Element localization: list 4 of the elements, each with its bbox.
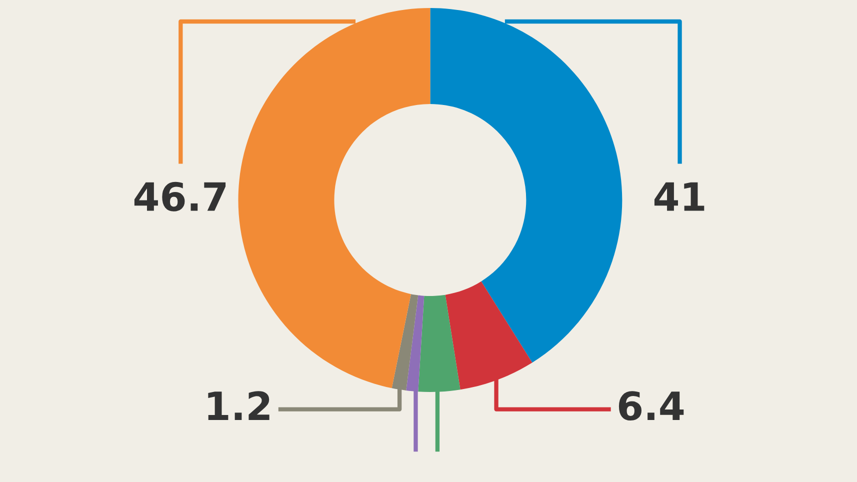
data-label: 1.2 [208,391,270,420]
data-label: 6.4 [618,391,684,421]
data-label: 41 [654,182,704,211]
data-label: 46.7 [134,182,226,212]
